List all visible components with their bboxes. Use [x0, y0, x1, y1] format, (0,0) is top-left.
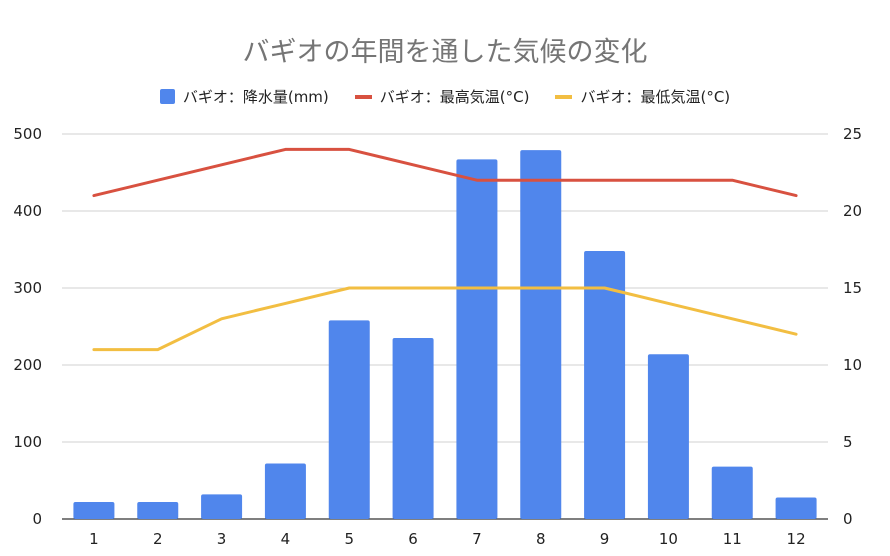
precipitation-bar: [775, 497, 817, 519]
legend-item-precipitation: バギオ：降水量(mm): [159, 86, 329, 107]
y-left-tick-label: 400: [13, 202, 42, 220]
x-tick-label: 6: [408, 530, 418, 548]
y-right-tick-label: 0: [843, 510, 853, 528]
y-right-tick-label: 5: [843, 433, 853, 451]
precipitation-bar: [647, 354, 689, 519]
legend-swatch-max-temp: [354, 94, 372, 99]
legend-item-min-temp: バギオ：最低気温(°C): [555, 86, 730, 107]
x-tick-label: 1: [89, 530, 99, 548]
x-tick-label: 5: [344, 530, 354, 548]
y-left-tick-label: 200: [13, 356, 42, 374]
legend: バギオ：降水量(mm) バギオ：最高気温(°C) バギオ：最低気温(°C): [0, 86, 890, 107]
precipitation-bar: [392, 338, 434, 519]
precipitation-bar: [328, 320, 370, 519]
y-right-tick-label: 20: [843, 202, 862, 220]
y-left-tick-label: 100: [13, 433, 42, 451]
x-tick-label: 11: [723, 530, 742, 548]
y-right-tick-label: 25: [843, 125, 862, 143]
x-tick-label: 7: [472, 530, 482, 548]
legend-swatch-precipitation: [159, 89, 175, 104]
min-temp-line: [92, 286, 798, 352]
x-tick-label: 4: [281, 530, 291, 548]
y-left-tick-label: 500: [13, 125, 42, 143]
precipitation-bar: [264, 463, 306, 519]
legend-swatch-min-temp: [555, 94, 573, 99]
y-left-tick-label: 300: [13, 279, 42, 297]
precipitation-bar: [456, 159, 498, 519]
precipitation-bar: [201, 494, 243, 519]
x-tick-label: 9: [600, 530, 610, 548]
precipitation-bar: [137, 502, 179, 519]
x-tick-label: 8: [536, 530, 546, 548]
x-tick-label: 12: [787, 530, 806, 548]
y-right-tick-label: 10: [843, 356, 862, 374]
y-left-tick-label: 0: [32, 510, 42, 528]
precipitation-bar: [520, 150, 562, 520]
legend-label-max-temp: バギオ：最高気温(°C): [379, 88, 530, 106]
x-tick-label: 2: [153, 530, 163, 548]
chart-title: バギオの年間を通した気候の変化: [242, 37, 648, 68]
legend-label-min-temp: バギオ：最低気温(°C): [580, 88, 731, 106]
max-temp-line: [92, 147, 798, 198]
x-tick-label: 10: [659, 530, 678, 548]
x-tick-label: 3: [217, 530, 227, 548]
legend-label-precipitation: バギオ：降水量(mm): [182, 88, 329, 106]
y-right-tick-label: 15: [843, 279, 862, 297]
legend-item-max-temp: バギオ：最高気温(°C): [354, 86, 530, 107]
precipitation-bar: [584, 251, 626, 520]
precipitation-bar: [711, 466, 753, 519]
precipitation-bar: [73, 502, 115, 519]
